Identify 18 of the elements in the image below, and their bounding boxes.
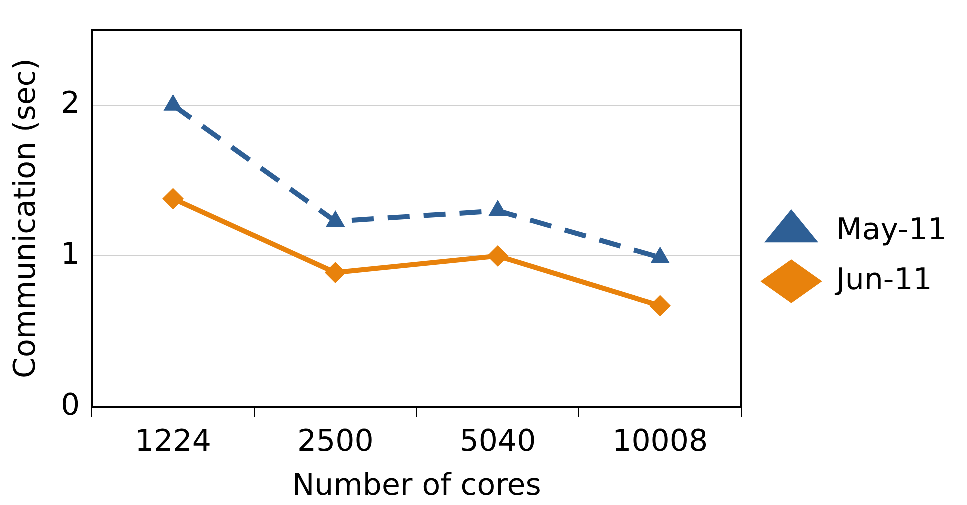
point (326, 211, 345, 228)
x-tick-label: 5040 (460, 424, 536, 459)
y-tick-label: 1 (60, 236, 80, 272)
legend-label: Jun-11 (834, 262, 932, 298)
y-tick-label: 0 (60, 388, 80, 423)
legend-label: May-11 (836, 212, 948, 248)
y-tick-label: 2 (60, 86, 80, 122)
point (488, 200, 508, 216)
y-axis-title: Communication (sec) (8, 58, 43, 378)
point (164, 94, 182, 111)
x-tick-label: 10008 (612, 424, 708, 459)
point (650, 295, 671, 316)
point (487, 246, 508, 267)
x-tick-label: 1224 (135, 424, 212, 459)
point (325, 262, 346, 284)
point (162, 188, 184, 210)
x-axis-title: Number of cores (292, 468, 542, 503)
x-tick-label: 2500 (297, 424, 374, 459)
